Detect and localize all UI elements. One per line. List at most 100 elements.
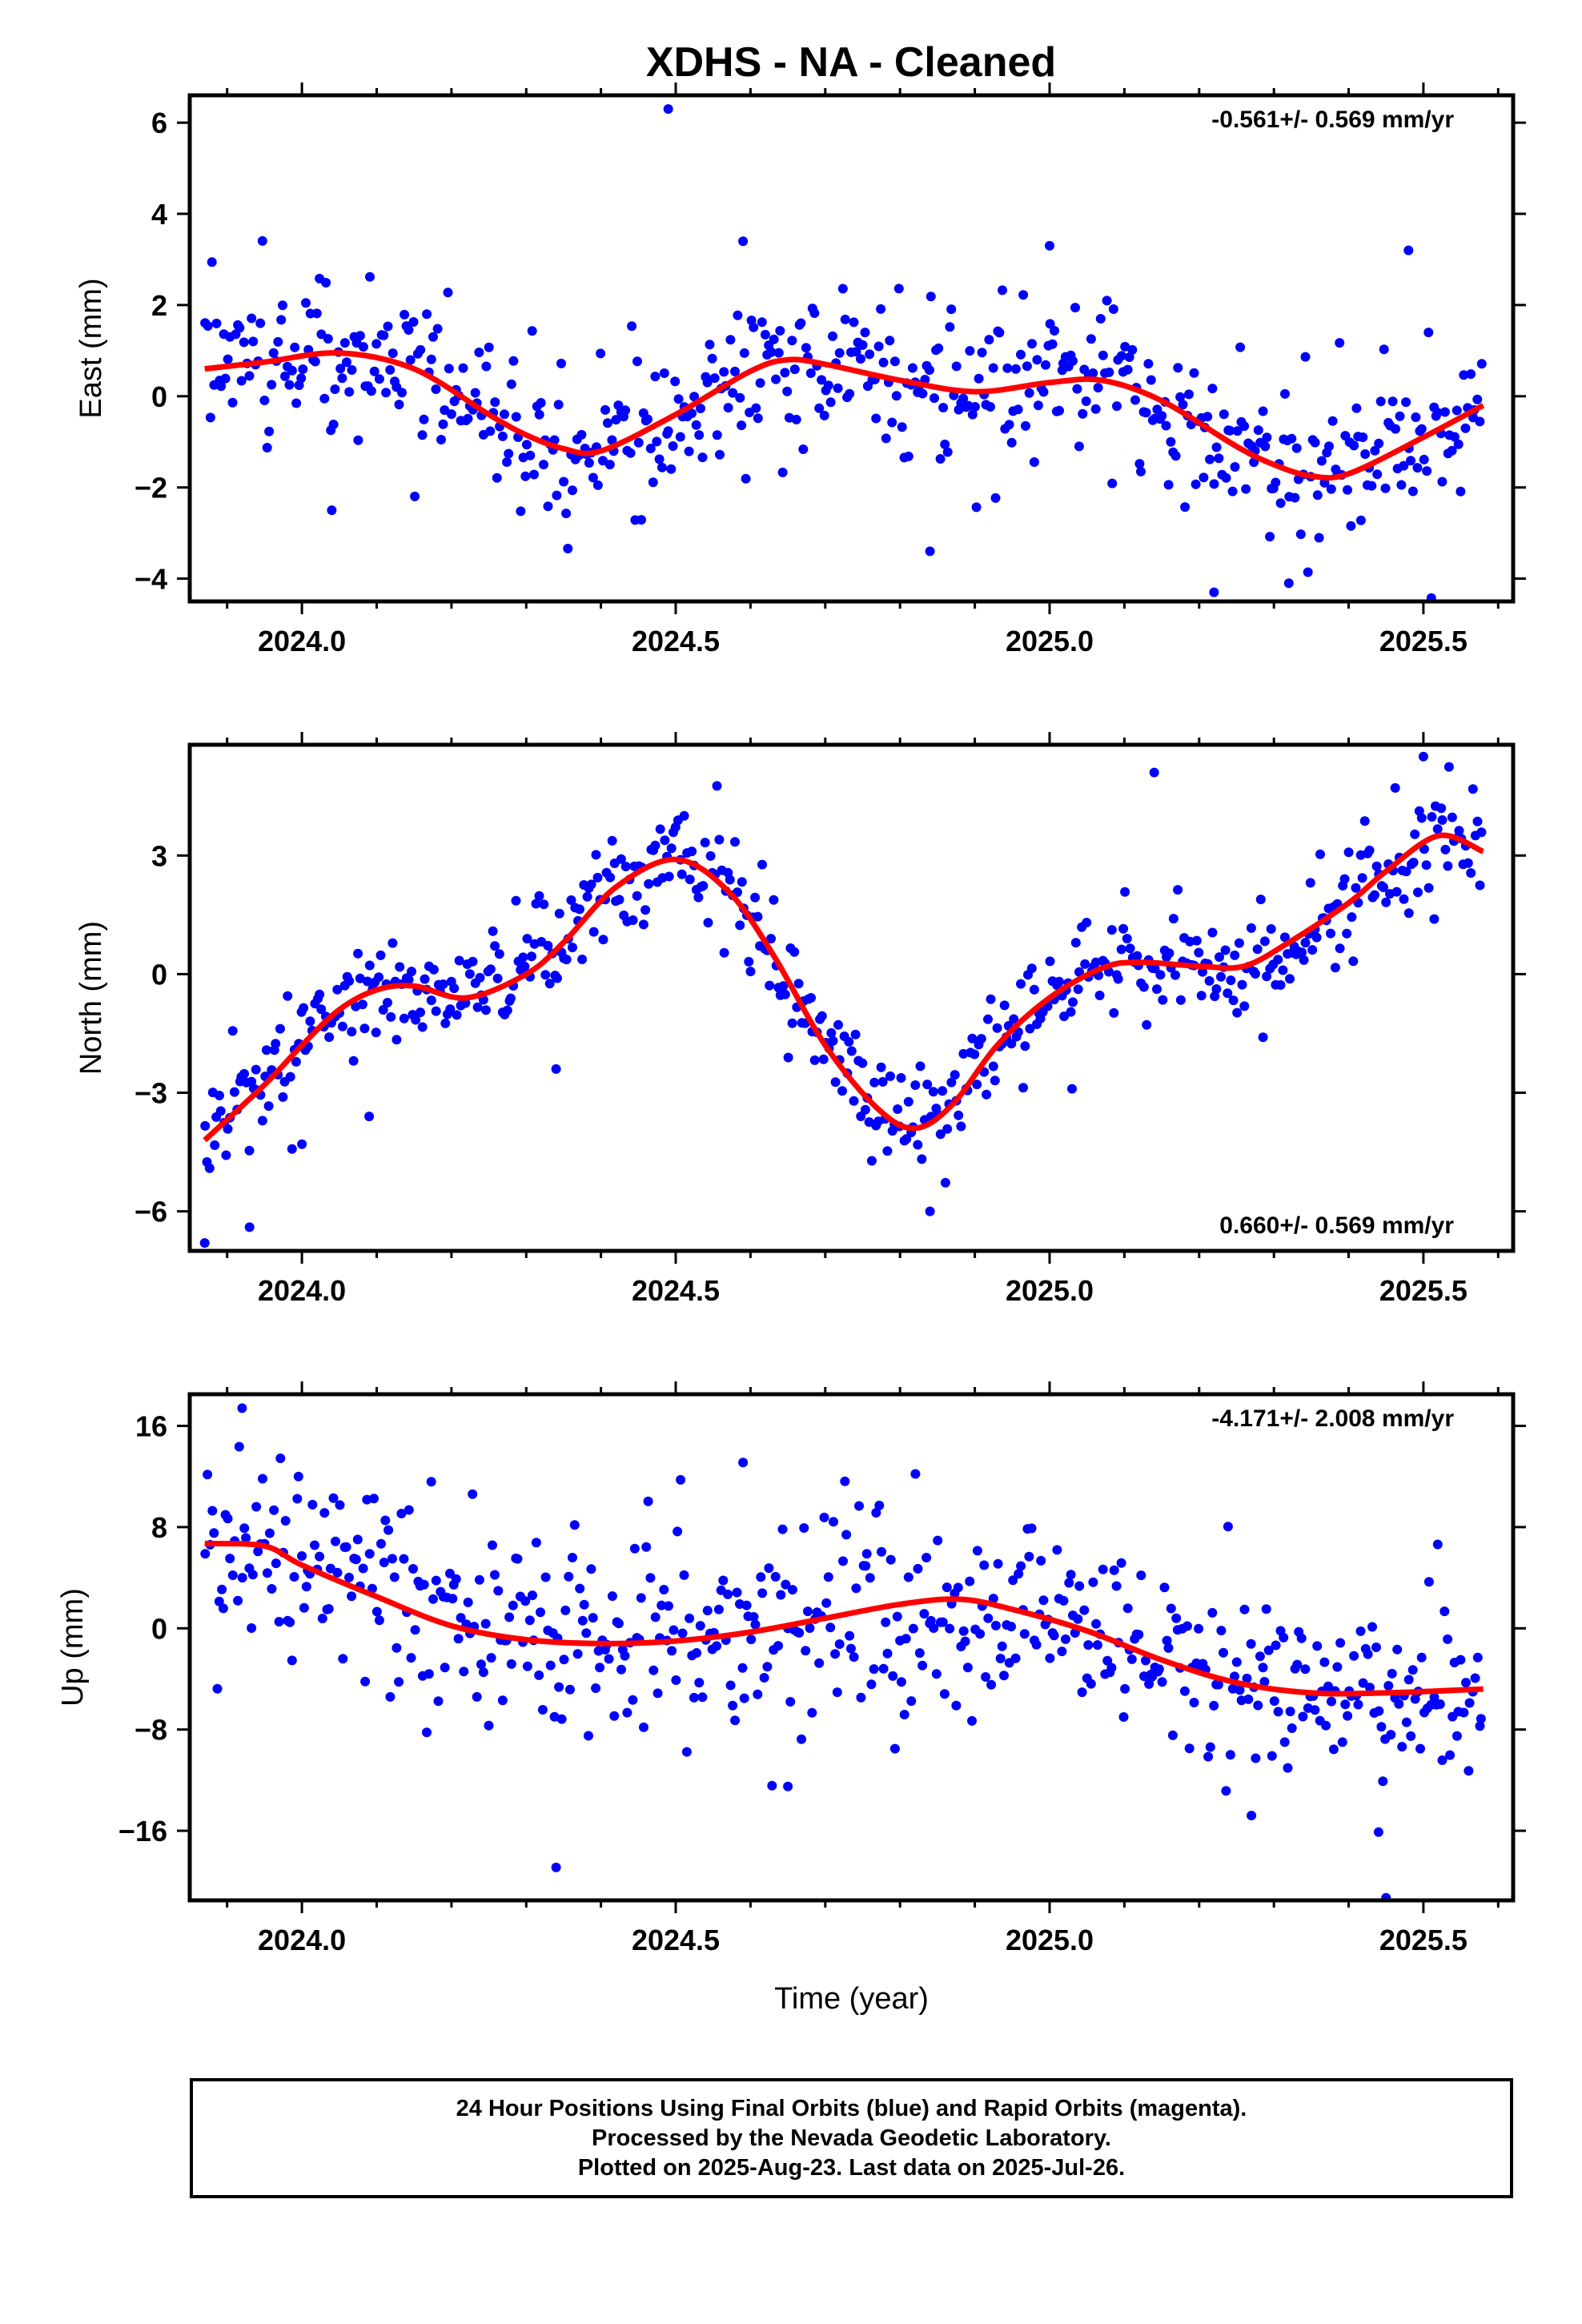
- data-point: [620, 405, 631, 416]
- data-point: [714, 834, 725, 845]
- data-point: [841, 1530, 852, 1540]
- data-point: [291, 1056, 301, 1067]
- data-point: [616, 1664, 626, 1675]
- data-point: [869, 1664, 879, 1675]
- data-point: [953, 1582, 963, 1593]
- data-point: [1259, 936, 1270, 947]
- data-point: [494, 949, 504, 959]
- data-point: [860, 1104, 870, 1115]
- data-point: [803, 1606, 813, 1617]
- footer-line-3: Plotted on 2025-Aug-23. Last data on 202…: [577, 2154, 1126, 2181]
- data-point: [643, 414, 652, 424]
- data-point: [264, 426, 275, 436]
- data-point: [537, 1705, 548, 1715]
- data-point: [1464, 1766, 1474, 1776]
- data-point: [351, 1554, 361, 1565]
- data-point: [738, 236, 749, 247]
- data-point: [1279, 932, 1290, 943]
- data-point: [492, 472, 502, 483]
- data-point: [476, 1659, 486, 1670]
- data-point: [422, 309, 432, 320]
- data-point: [200, 1549, 211, 1559]
- data-point: [1251, 1753, 1261, 1763]
- data-point: [592, 872, 603, 883]
- data-point: [967, 1715, 977, 1726]
- data-point: [472, 1002, 483, 1012]
- data-point: [484, 342, 494, 352]
- data-point: [893, 283, 904, 294]
- data-point: [865, 1573, 875, 1583]
- data-point: [840, 314, 850, 324]
- data-point: [712, 430, 722, 440]
- data-point: [861, 1549, 872, 1559]
- data-point: [834, 1639, 845, 1649]
- data-point: [561, 955, 572, 965]
- data-point: [1315, 849, 1325, 859]
- data-point: [556, 358, 566, 368]
- data-point: [694, 1678, 705, 1688]
- data-point: [632, 356, 642, 367]
- data-point: [685, 1613, 695, 1623]
- data-point: [1211, 442, 1222, 452]
- data-point: [1221, 1786, 1231, 1796]
- data-point: [856, 1692, 866, 1703]
- data-point: [1019, 1629, 1030, 1639]
- data-point: [1261, 1604, 1271, 1614]
- data-point: [227, 397, 238, 408]
- data-point: [702, 1606, 713, 1616]
- data-point: [274, 1617, 284, 1626]
- data-point: [889, 356, 900, 367]
- data-point: [1401, 397, 1411, 408]
- data-point: [267, 1584, 277, 1594]
- data-point: [698, 881, 709, 891]
- data-point: [1232, 426, 1243, 436]
- data-point: [797, 1734, 806, 1744]
- data-point: [263, 1101, 274, 1112]
- data-point: [910, 1469, 921, 1479]
- data-point: [762, 1662, 773, 1672]
- data-point: [566, 895, 576, 905]
- data-point: [1127, 344, 1138, 355]
- data-point: [540, 1572, 551, 1582]
- data-point: [1291, 443, 1302, 453]
- data-point: [975, 1629, 986, 1639]
- data-point: [1452, 1731, 1462, 1741]
- data-point: [576, 429, 587, 440]
- x-tick-label: 2025.0: [1006, 1274, 1094, 1307]
- data-point: [596, 348, 606, 359]
- data-point: [239, 1523, 250, 1534]
- data-point: [819, 410, 829, 420]
- data-point: [257, 1116, 267, 1126]
- data-point: [1088, 1577, 1098, 1587]
- data-point: [205, 412, 215, 423]
- data-point: [1454, 826, 1464, 836]
- data-point: [280, 371, 290, 381]
- data-point: [1255, 895, 1266, 905]
- data-point: [348, 1055, 359, 1066]
- data-point: [1311, 932, 1322, 943]
- data-point: [1327, 1696, 1336, 1707]
- data-point: [877, 1546, 886, 1557]
- data-point: [689, 392, 700, 402]
- data-point: [845, 388, 855, 399]
- data-point: [789, 364, 800, 375]
- data-point: [641, 1542, 652, 1552]
- data-point: [1178, 400, 1188, 410]
- y-tick-label: −8: [135, 1714, 167, 1747]
- data-point: [1141, 1655, 1150, 1666]
- data-point: [1252, 944, 1263, 955]
- data-point: [248, 336, 259, 347]
- data-point: [693, 892, 704, 903]
- data-point: [1421, 860, 1431, 870]
- data-point: [773, 1641, 783, 1651]
- data-point: [1066, 1570, 1076, 1580]
- data-point: [1273, 955, 1283, 965]
- data-point: [1073, 1614, 1083, 1624]
- data-point: [1453, 439, 1464, 449]
- data-point: [876, 1062, 886, 1072]
- y-tick-label: 3: [151, 839, 167, 872]
- y-tick-label: 16: [135, 1410, 167, 1443]
- data-point: [785, 1697, 796, 1707]
- data-point: [849, 1652, 859, 1663]
- fit-curve: [203, 832, 1485, 1143]
